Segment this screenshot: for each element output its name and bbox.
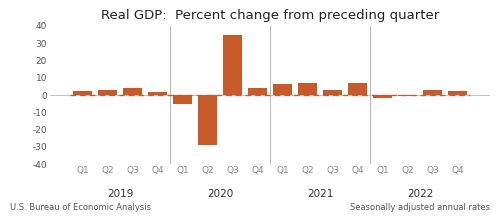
- Bar: [348, 83, 367, 95]
- Bar: [73, 91, 92, 95]
- Bar: [223, 35, 242, 95]
- Title: Real GDP:  Percent change from preceding quarter: Real GDP: Percent change from preceding …: [101, 9, 439, 22]
- Bar: [398, 95, 417, 96]
- Bar: [448, 91, 467, 95]
- Bar: [98, 90, 117, 95]
- Text: Seasonally adjusted annual rates: Seasonally adjusted annual rates: [350, 203, 490, 212]
- Bar: [373, 95, 392, 98]
- Bar: [323, 90, 342, 95]
- Bar: [273, 84, 292, 95]
- Text: 2020: 2020: [207, 189, 233, 199]
- Bar: [148, 92, 167, 95]
- Text: 2021: 2021: [307, 189, 333, 199]
- Bar: [298, 83, 317, 95]
- Text: U.S. Bureau of Economic Analysis: U.S. Bureau of Economic Analysis: [10, 203, 151, 212]
- Bar: [198, 95, 217, 145]
- Bar: [423, 89, 442, 95]
- Bar: [248, 88, 267, 95]
- Bar: [173, 95, 192, 104]
- Text: 2019: 2019: [107, 189, 133, 199]
- Text: 2022: 2022: [407, 189, 433, 199]
- Bar: [123, 88, 142, 95]
